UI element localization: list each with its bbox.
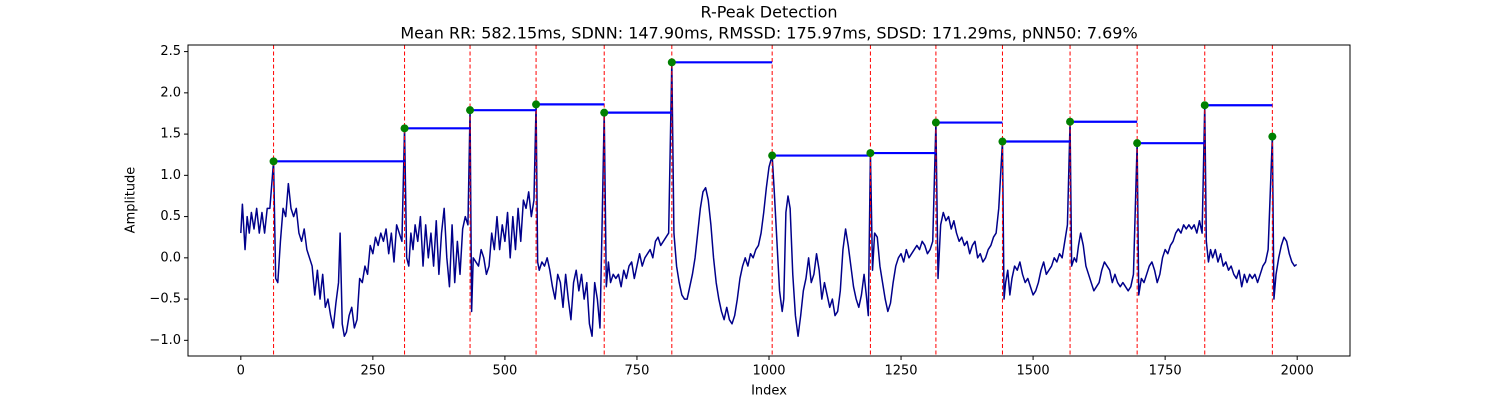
y-tick-label: −0.5 [149, 292, 181, 307]
plot-frame [187, 44, 1351, 357]
peak-point [1066, 117, 1075, 126]
x-tick-label: 1250 [884, 364, 917, 379]
peak-point [1268, 132, 1277, 141]
peak-point [466, 106, 475, 115]
x-tick-label: 2000 [1281, 364, 1314, 379]
peak-point [866, 149, 875, 158]
peak-point [1200, 101, 1209, 110]
x-tick-label: 1500 [1017, 364, 1050, 379]
x-tick-label: 1750 [1149, 364, 1182, 379]
y-tick-label: 0.0 [160, 250, 181, 265]
peak-point [400, 124, 409, 133]
x-tick-label: 500 [492, 364, 517, 379]
chart-title: R-Peak Detection [700, 3, 837, 22]
y-tick-label: 2.0 [160, 85, 181, 100]
y-tick-label: 1.5 [160, 127, 181, 142]
peak-point [532, 100, 541, 109]
signal-line [240, 61, 1298, 337]
peak-point [269, 157, 278, 166]
x-tick-label: 1000 [752, 364, 785, 379]
y-tick-label: 0.5 [160, 209, 181, 224]
peak-point [998, 137, 1007, 146]
y-tick-label: 1.0 [160, 168, 181, 183]
peak-point [931, 118, 940, 127]
x-tick-label: 750 [625, 364, 650, 379]
x-tick-label: 250 [360, 364, 385, 379]
y-tick-label: −1.0 [149, 333, 181, 348]
peak-point [1133, 139, 1142, 148]
peak-point [600, 108, 609, 117]
y-tick-label: 2.5 [160, 44, 181, 59]
peak-point [768, 151, 777, 160]
y-axis-label: Amplitude [124, 167, 139, 234]
chart-subtitle: Mean RR: 582.15ms, SDNN: 147.90ms, RMSSD… [400, 24, 1137, 43]
x-axis-label: Index [751, 384, 787, 399]
peak-point [667, 58, 676, 67]
x-tick-label: 0 [237, 364, 245, 379]
